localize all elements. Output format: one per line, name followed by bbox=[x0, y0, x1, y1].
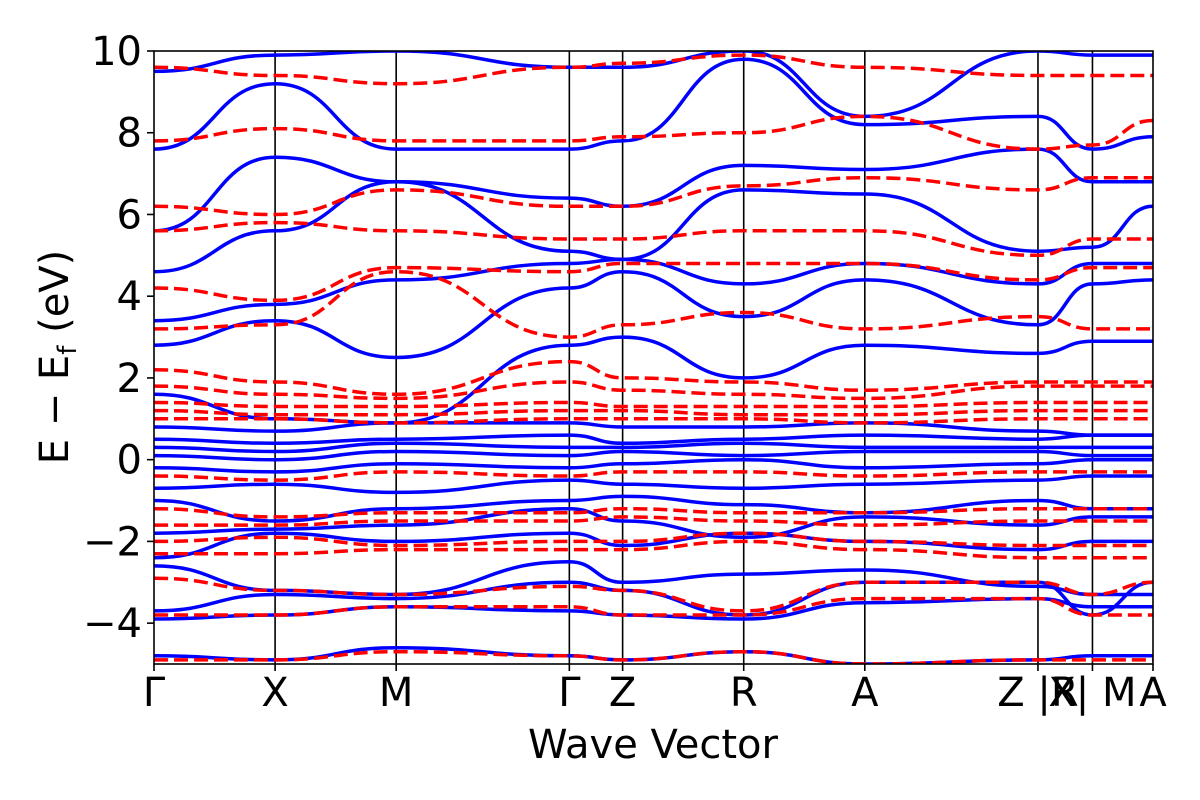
band-lines bbox=[154, 51, 1153, 664]
dashed-band-14 bbox=[154, 261, 1153, 303]
y-axis-title: E − Ef (eV) bbox=[32, 250, 83, 465]
dashed-band-12 bbox=[154, 359, 1153, 397]
y-tick-label: −4 bbox=[83, 601, 142, 647]
y-axis-title-main: E − E bbox=[32, 355, 78, 465]
x-tick-label-5: R bbox=[730, 670, 758, 716]
dashed-band-7 bbox=[154, 470, 1153, 482]
dashed-band-8 bbox=[154, 417, 1153, 425]
solid-band-7 bbox=[154, 474, 1153, 495]
solid-band-12 bbox=[154, 421, 1153, 437]
solid-band-8 bbox=[154, 457, 1153, 474]
x-tick-label-8: X| M bbox=[1048, 670, 1136, 716]
dashed-band-16 bbox=[154, 175, 1153, 217]
plot-background bbox=[154, 51, 1153, 664]
solid-band-11 bbox=[154, 433, 1153, 446]
dashed-band-3 bbox=[154, 539, 1153, 560]
x-tick-label-0: Γ bbox=[143, 670, 166, 716]
dashed-band-17 bbox=[154, 114, 1153, 151]
dashed-band-11 bbox=[154, 380, 1153, 401]
x-tick-label-2: M bbox=[379, 670, 414, 716]
dashed-band-0 bbox=[154, 649, 1153, 664]
x-axis-title: Wave Vector bbox=[528, 722, 779, 768]
y-tick-label: 2 bbox=[117, 356, 142, 402]
y-tick-label: 4 bbox=[117, 274, 142, 320]
dashed-band-5 bbox=[154, 515, 1153, 527]
solid-band-15 bbox=[154, 257, 1153, 323]
solid-band-4 bbox=[154, 531, 1153, 560]
dashed-band-15 bbox=[154, 220, 1153, 258]
dashed-band-18 bbox=[154, 53, 1153, 86]
high-symmetry-lines bbox=[274, 51, 1094, 664]
y-axis-title-subscript: f bbox=[53, 345, 83, 355]
solid-band-5 bbox=[154, 506, 1153, 540]
x-tick-label-9: A bbox=[1139, 670, 1167, 716]
solid-band-10 bbox=[154, 441, 1153, 454]
solid-band-14 bbox=[154, 269, 1153, 360]
dashed-band-10 bbox=[154, 400, 1153, 409]
x-tick-label-7: Z |R bbox=[997, 670, 1078, 716]
solid-band-18 bbox=[154, 57, 1153, 151]
dashed-band-2 bbox=[154, 576, 1153, 613]
y-axis-title-unit: (eV) bbox=[32, 250, 78, 346]
dashed-band-9 bbox=[154, 408, 1153, 417]
plot-frame bbox=[153, 50, 1154, 665]
y-tick-label: −2 bbox=[83, 519, 142, 565]
y-tick-label: 6 bbox=[117, 192, 142, 238]
y-tick-label: 10 bbox=[91, 29, 142, 75]
solid-band-17 bbox=[154, 147, 1153, 233]
y-tick-label: 0 bbox=[117, 438, 142, 484]
x-tick-label-6: A bbox=[851, 670, 879, 716]
dashed-band-1 bbox=[154, 596, 1153, 617]
x-tick-label-4: Z bbox=[609, 670, 636, 716]
solid-band-16 bbox=[154, 180, 1153, 274]
y-axis-ticks: −4 −2 0 2 4 6 8 10 bbox=[83, 29, 154, 647]
y-tick-label: 8 bbox=[117, 111, 142, 157]
dashed-band-4 bbox=[154, 531, 1153, 548]
solid-band-9 bbox=[154, 449, 1153, 462]
x-tick-label-1: X bbox=[261, 670, 288, 716]
dashed-band-6 bbox=[154, 506, 1153, 519]
dashed-band-13 bbox=[154, 269, 1153, 339]
x-tick-label-3: Γ bbox=[558, 670, 581, 716]
